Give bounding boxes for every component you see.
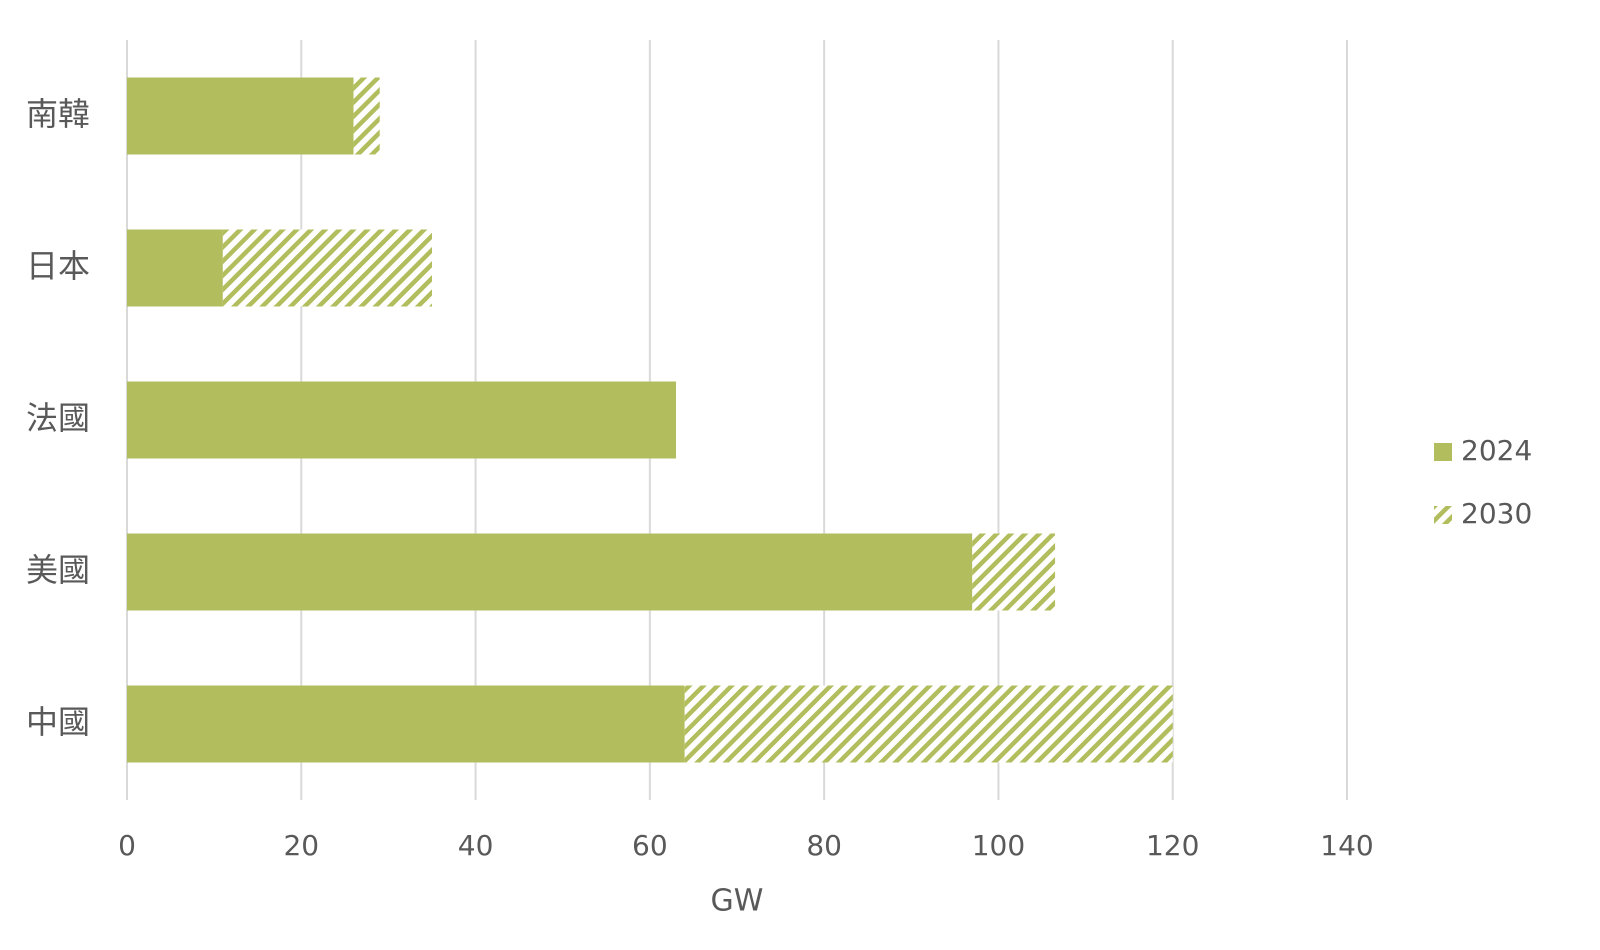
x-tick-label: 140: [1320, 829, 1373, 862]
y-tick-label: 日本: [26, 247, 90, 285]
x-tick-label: 60: [632, 829, 668, 862]
y-tick-label: 中國: [26, 703, 90, 741]
bar-segment: [222, 229, 432, 307]
legend-swatch: [1434, 506, 1452, 524]
y-tick-label: 南韓: [26, 95, 90, 133]
y-tick-label: 美國: [26, 551, 90, 589]
x-tick-label: 20: [283, 829, 319, 862]
x-tick-label: 120: [1146, 829, 1199, 862]
x-tick-label: 80: [806, 829, 842, 862]
bar-segment: [127, 533, 973, 611]
legend-label: 2030: [1461, 497, 1532, 530]
x-tick-label: 100: [972, 829, 1025, 862]
y-tick-label: 法國: [26, 399, 90, 437]
x-tick-label: 0: [118, 829, 136, 862]
bar-segment: [972, 533, 1056, 611]
bar-segment: [127, 229, 223, 307]
bar-segment: [353, 77, 380, 155]
legend-swatch: [1434, 443, 1452, 461]
x-axis-label: GW: [711, 884, 764, 919]
bar-segment: [127, 685, 685, 763]
bar-segment: [684, 685, 1173, 763]
bar-segment: [127, 77, 354, 155]
legend-label: 2024: [1461, 434, 1532, 467]
bar-segment: [127, 381, 676, 459]
x-tick-label: 40: [458, 829, 494, 862]
